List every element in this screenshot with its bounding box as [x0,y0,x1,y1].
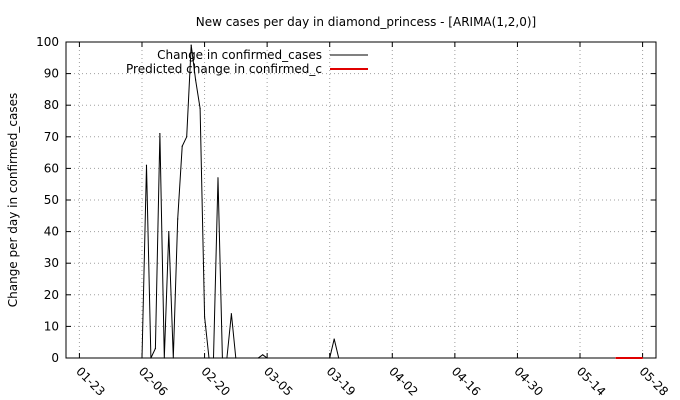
observed-line [141,45,340,359]
data-point [168,231,170,233]
grid [66,42,656,358]
x-tick-label: 05-28 [636,364,671,399]
data-point [172,357,174,359]
data-point [221,357,224,359]
data-point [226,357,228,359]
data-point [208,357,210,359]
x-tick-label: 03-05 [261,364,296,399]
x-ticks: 01-23 02-06 02-20 03-05 03-19 04-02 04-16 04-30… [73,364,671,399]
x-tick-label: 01-23 [73,364,108,399]
legend-label-predicted: Predicted change in confirmed_c [126,62,322,76]
data-point [159,133,161,135]
x-tick-label: 04-16 [449,364,484,399]
x-tick-label: 04-02 [386,364,421,399]
y-ticks: 0 10 20 30 40 50 60 70 80 90 100 [36,35,59,365]
x-tick-label: 02-20 [198,364,233,399]
data-point [154,347,156,350]
data-point [181,145,183,147]
x-tick-label: 03-19 [324,364,359,399]
y-tick-label: 70 [44,130,59,144]
x-tick-label: 02-06 [136,364,171,399]
y-tick-label: 80 [44,98,59,112]
series-0 [141,44,340,359]
data-point [230,313,232,315]
series-1 [615,357,644,359]
data-point [186,136,188,138]
data-point [195,79,197,81]
data-point [262,354,264,356]
y-tick-label: 30 [44,256,59,270]
plot-frame [65,41,657,359]
legend-label-observed: Change in confirmed_cases [157,48,322,62]
data-point [190,44,192,46]
chart-title: New cases per day in diamond_princess - … [196,15,536,29]
y-tick-label: 20 [44,288,59,302]
data-point [615,357,617,359]
data-point [212,357,215,359]
y-tick-label: 40 [44,225,59,239]
axes [65,41,657,359]
x-tick-label: 04-30 [511,364,546,399]
data-point [177,218,179,220]
y-tick-label: 60 [44,161,59,175]
y-tick-label: 0 [51,351,59,365]
data-point [266,357,268,359]
data-point [338,357,340,359]
data-point [235,357,237,359]
data-point [150,357,152,359]
x-tick-label: 05-14 [574,364,609,399]
y-tick-label: 90 [44,67,59,81]
y-tick-label: 10 [44,319,59,333]
y-axis-label: Change per day in confirmed_cases [6,93,20,308]
data-point [203,316,206,318]
data-point [257,357,259,359]
data-point [163,357,165,359]
legend: Change in confirmed_cases Predicted chan… [126,48,368,76]
y-tick-label: 100 [36,35,59,49]
data-point [333,338,335,340]
data-point [145,164,148,166]
data-point [329,357,331,359]
series-group [141,44,644,359]
data-point [141,357,143,359]
y-tick-label: 50 [44,193,59,207]
data-point [217,177,219,179]
data-point [199,107,201,109]
data-point [641,357,644,359]
